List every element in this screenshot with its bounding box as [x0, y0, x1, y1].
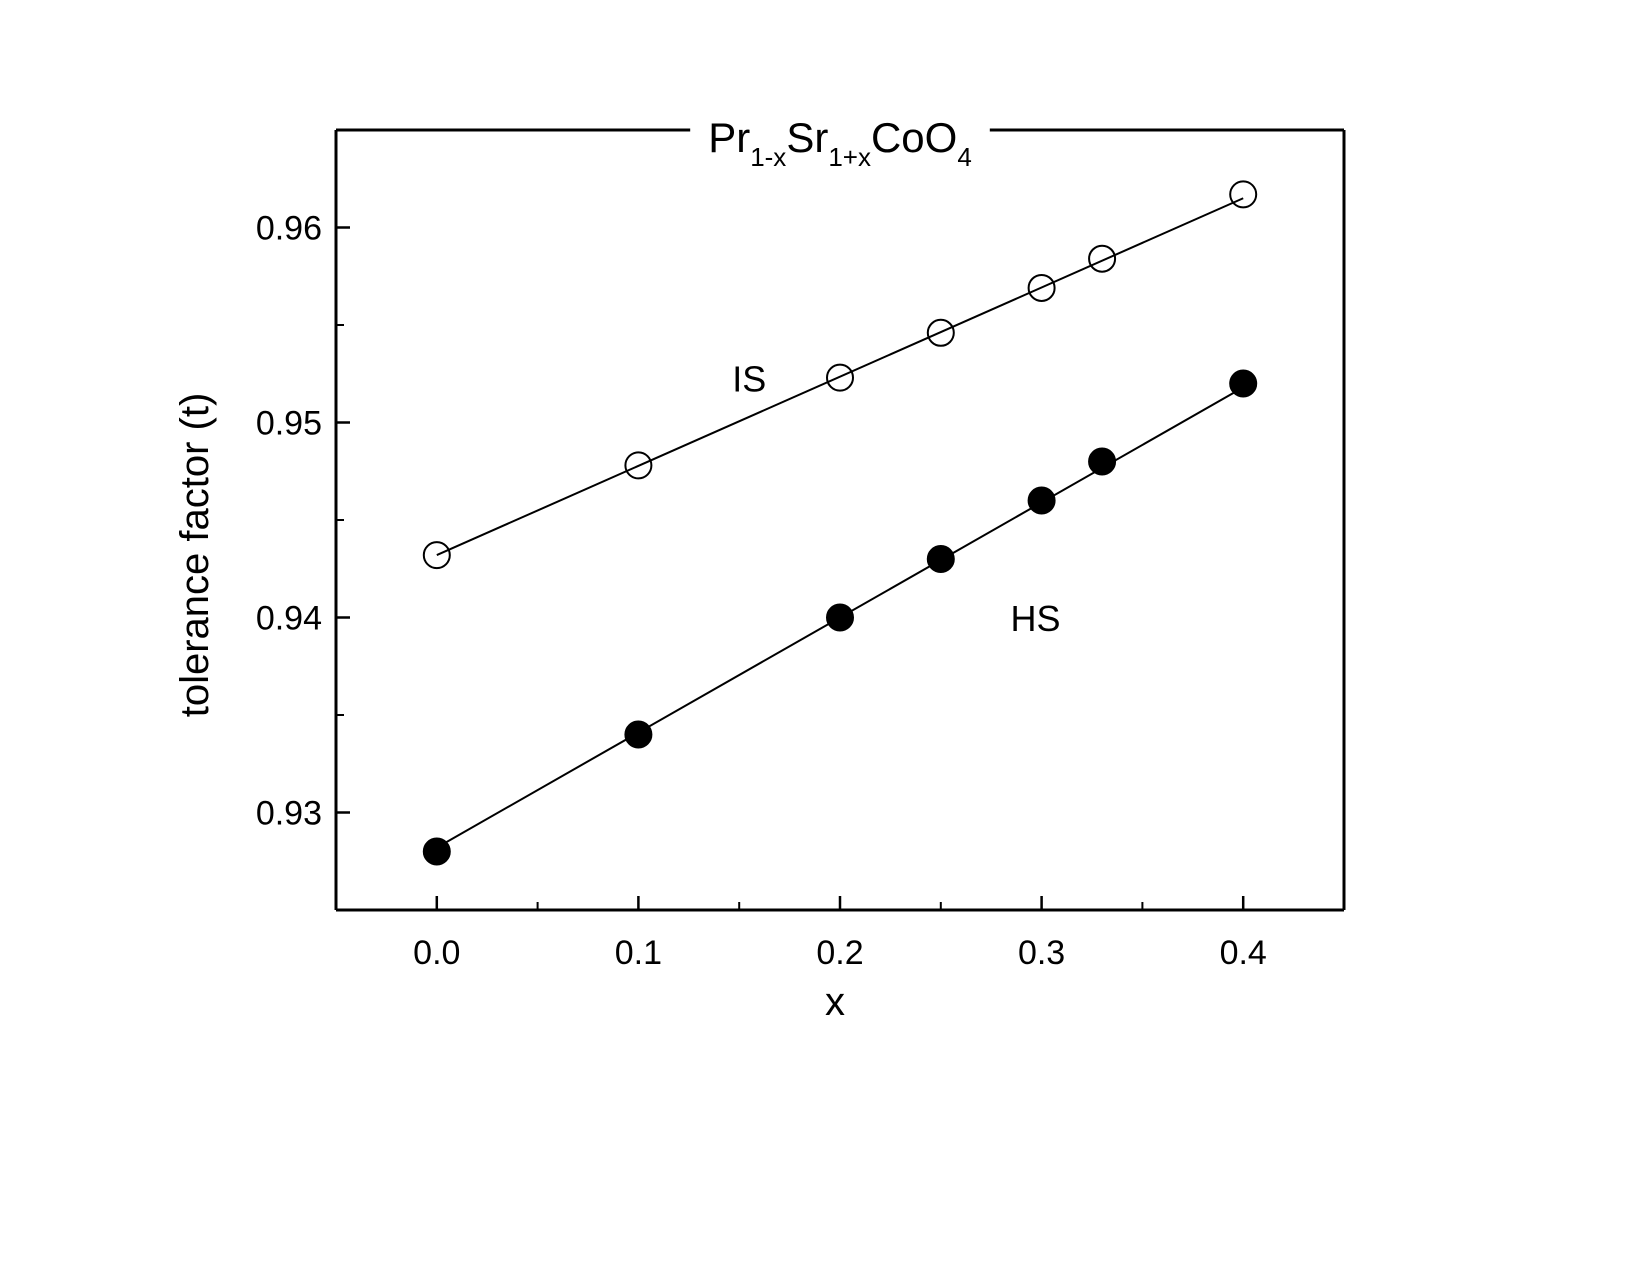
- x-tick-label: 0.0: [413, 934, 460, 972]
- hs-data-point: [1027, 486, 1056, 515]
- x-tick-label: 0.4: [1220, 934, 1267, 972]
- is-data-point: [1027, 273, 1056, 302]
- axis-tick-labels: 0.0 0.1 0.2 0.3 0.4 0.93 0.94 0.95 0.96: [256, 210, 1267, 973]
- is-data-point: [624, 451, 653, 480]
- is-data-point: [1229, 180, 1258, 209]
- hs-data-point: [1088, 447, 1117, 476]
- y-tick-label: 0.95: [256, 405, 322, 443]
- title-subscript: 1-x: [750, 142, 786, 172]
- title-part: Sr: [786, 114, 828, 161]
- chart-title: Pr1-xSr1+xCoO4: [708, 114, 972, 172]
- is-data-point: [926, 318, 955, 347]
- y-tick-label: 0.94: [256, 600, 322, 638]
- plot-frame: [334, 128, 1346, 912]
- x-axis-title: x: [825, 980, 845, 1024]
- series-labels: IS HS: [732, 358, 1060, 639]
- data-markers: [422, 180, 1258, 866]
- is-fit-line: [436, 197, 1244, 557]
- x-tick-label: 0.2: [816, 934, 863, 972]
- y-axis-title: tolerance factor (t): [173, 393, 217, 718]
- title-subscript: 4: [957, 142, 971, 172]
- hs-data-point: [624, 720, 653, 749]
- title-subscript: 1+x: [828, 142, 871, 172]
- hs-data-point: [926, 545, 955, 573]
- y-tick-label: 0.96: [256, 210, 322, 248]
- is-series-label: IS: [732, 358, 766, 399]
- x-tick-label: 0.3: [1018, 934, 1065, 972]
- is-data-point: [422, 541, 451, 570]
- is-data-point: [826, 363, 854, 392]
- axis-ticks: [336, 226, 1245, 910]
- hs-data-point: [826, 603, 854, 632]
- title-part: CoO: [871, 114, 957, 161]
- x-tick-label: 0.1: [615, 934, 662, 972]
- y-tick-label: 0.93: [256, 795, 322, 833]
- is-data-point: [1088, 244, 1117, 273]
- title-part: Pr: [708, 114, 750, 161]
- hs-data-point: [422, 837, 451, 866]
- hs-data-point: [1229, 369, 1258, 398]
- fit-lines: [436, 197, 1244, 849]
- chart-title-text: Pr1-xSr1+xCoO4: [708, 114, 972, 172]
- hs-series-label: HS: [1011, 598, 1061, 639]
